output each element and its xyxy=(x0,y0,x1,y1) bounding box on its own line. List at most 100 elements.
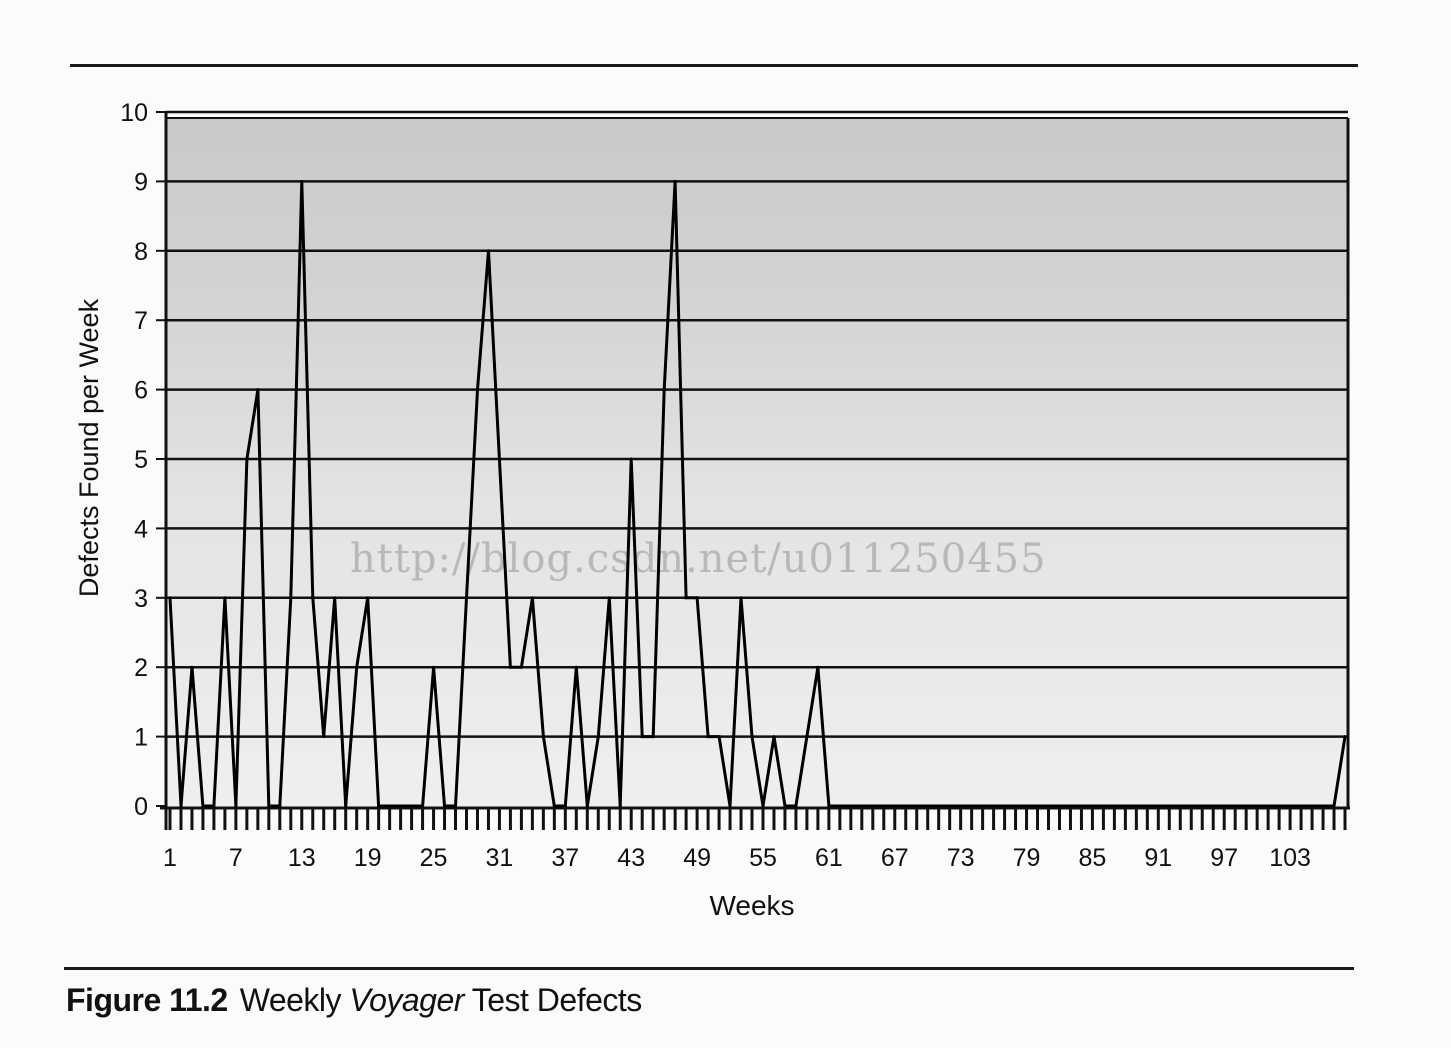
data-point xyxy=(1211,804,1215,808)
data-point xyxy=(673,179,677,183)
data-point xyxy=(904,804,908,808)
data-point xyxy=(1277,804,1281,808)
x-tick-labels: 1 7 13 19 25 31 37 43 49 55 61 67 73 79 85 91 97 103 xyxy=(163,844,1311,872)
figure-caption: Figure 11.2 Weekly Voyager Test Defects xyxy=(66,982,642,1019)
data-point xyxy=(882,804,886,808)
data-point xyxy=(190,665,194,669)
data-point xyxy=(333,596,337,600)
data-point xyxy=(443,804,447,808)
data-point xyxy=(256,388,260,392)
data-point xyxy=(1178,804,1182,808)
data-point xyxy=(399,804,403,808)
data-point xyxy=(728,804,732,808)
data-point xyxy=(223,596,227,600)
data-point xyxy=(1299,804,1303,808)
data-point xyxy=(322,735,326,739)
data-point xyxy=(959,804,963,808)
data-point xyxy=(1310,804,1314,808)
data-point xyxy=(1090,804,1094,808)
x-tick-label: 97 xyxy=(1210,844,1238,872)
y-tick-labels: 0 1 2 3 4 5 6 7 8 9 10 xyxy=(120,99,148,821)
x-tick-label: 61 xyxy=(815,844,843,872)
y-tick-label: 7 xyxy=(134,307,148,335)
data-point xyxy=(1321,804,1325,808)
data-point xyxy=(607,596,611,600)
data-point xyxy=(1036,804,1040,808)
x-axis-title: Weeks xyxy=(709,890,794,921)
x-tick-label: 49 xyxy=(683,844,711,872)
data-point xyxy=(530,596,534,600)
data-point xyxy=(1079,804,1083,808)
data-point xyxy=(454,804,458,808)
x-tick-label: 73 xyxy=(947,844,975,872)
data-point xyxy=(1145,804,1149,808)
data-point xyxy=(1167,804,1171,808)
defects-line-chart: http://blog.csdn.net/u011250455 01234567… xyxy=(74,99,1350,921)
data-point xyxy=(1189,804,1193,808)
data-point xyxy=(1244,804,1248,808)
y-tick-label: 10 xyxy=(120,99,148,127)
data-point xyxy=(563,804,567,808)
x-tick-label: 7 xyxy=(229,844,243,872)
data-point xyxy=(695,596,699,600)
y-tick-label: 6 xyxy=(134,377,148,405)
data-point xyxy=(355,665,359,669)
data-point xyxy=(1288,804,1292,808)
x-tick-label: 79 xyxy=(1013,844,1041,872)
data-point xyxy=(366,596,370,600)
data-point xyxy=(1003,804,1007,808)
data-point xyxy=(926,804,930,808)
x-tick-label: 67 xyxy=(881,844,909,872)
x-tick-label: 103 xyxy=(1269,844,1311,872)
data-point xyxy=(497,457,501,461)
data-point xyxy=(421,804,425,808)
data-point xyxy=(1112,804,1116,808)
data-point xyxy=(432,665,436,669)
data-point xyxy=(1057,804,1061,808)
x-tick-label: 91 xyxy=(1144,844,1172,872)
data-point xyxy=(640,735,644,739)
data-point xyxy=(168,596,172,600)
data-point xyxy=(937,804,941,808)
data-points xyxy=(168,179,1347,808)
data-point xyxy=(893,804,897,808)
y-tick-label: 2 xyxy=(134,654,148,682)
x-axis-minor-ticks xyxy=(168,808,1347,830)
data-point xyxy=(849,804,853,808)
data-point xyxy=(519,665,523,669)
data-point xyxy=(1255,804,1259,808)
caption-emphasis: Voyager xyxy=(349,982,464,1018)
data-point xyxy=(212,804,216,808)
data-point xyxy=(552,804,556,808)
data-point xyxy=(651,735,655,739)
data-point xyxy=(805,735,809,739)
x-tick-label: 13 xyxy=(288,844,316,872)
data-point xyxy=(1047,804,1051,808)
data-point xyxy=(234,804,238,808)
data-point xyxy=(245,457,249,461)
data-point xyxy=(662,388,666,392)
watermark: http://blog.csdn.net/u011250455 xyxy=(350,536,1047,582)
data-point xyxy=(596,735,600,739)
gridlines xyxy=(156,110,1348,807)
data-point xyxy=(684,596,688,600)
x-tick-label: 25 xyxy=(420,844,448,872)
data-point xyxy=(377,804,381,808)
data-point xyxy=(750,735,754,739)
data-point xyxy=(1123,804,1127,808)
data-point xyxy=(794,804,798,808)
data-point xyxy=(410,804,414,808)
data-point xyxy=(508,665,512,669)
data-point xyxy=(1343,735,1347,739)
data-point xyxy=(739,596,743,600)
data-point xyxy=(1134,804,1138,808)
data-point xyxy=(970,804,974,808)
caption-text-after: Test Defects xyxy=(463,982,643,1018)
data-point xyxy=(201,804,205,808)
data-point xyxy=(860,804,864,808)
data-point xyxy=(311,596,315,600)
x-tick-label: 43 xyxy=(617,844,645,872)
data-point xyxy=(915,804,919,808)
x-tick-label: 37 xyxy=(551,844,579,872)
top-rule xyxy=(70,64,1358,67)
